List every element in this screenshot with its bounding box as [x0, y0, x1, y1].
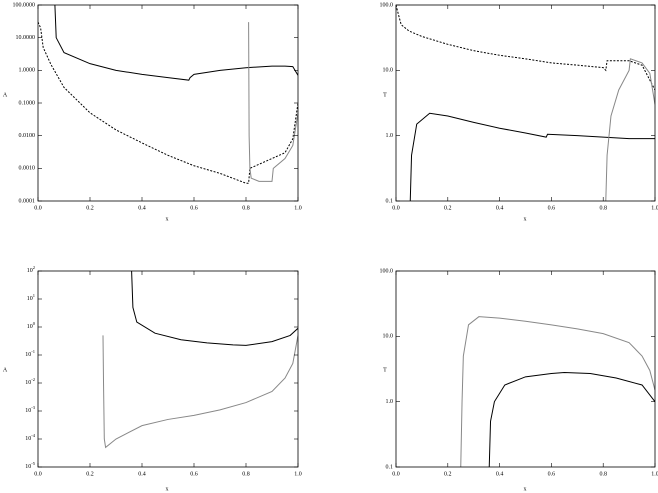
x-tick-label: 0.8: [599, 471, 607, 477]
line: [248, 22, 298, 182]
y-tick-label: 10-1: [25, 349, 35, 358]
x-tick-label: 0.4: [496, 471, 504, 477]
y-tick-base: 10: [27, 324, 33, 330]
x-tick-label: 0.8: [242, 471, 250, 477]
x-tick-label: 0.6: [190, 471, 198, 477]
y-tick-label: 10-4: [25, 433, 35, 442]
x-tick-label: 0.2: [444, 471, 452, 477]
y-tick-label: 0.0010: [19, 166, 36, 172]
x-tick-label: 0.6: [548, 205, 556, 211]
line: [131, 271, 298, 346]
x-tick-label: 0.2: [444, 205, 452, 211]
y-axis-label: T: [383, 92, 387, 98]
plot-frame: [37, 4, 299, 202]
panel: 0.0 0.2 0.4 0.6 0.8 1.0 0.1 1.0 10.0 100.0 Tx: [380, 2, 658, 222]
y-tick-label: 0.1: [386, 464, 394, 470]
y-tick-exponent: -1: [31, 349, 35, 354]
x-tick-label: 1.0: [294, 205, 302, 211]
x-tick-label: 1.0: [651, 471, 658, 477]
x-tick-label: 0.0: [392, 205, 400, 211]
y-tick-base: 10: [25, 352, 31, 358]
y-tick-label: 10-5: [25, 461, 35, 470]
x-tick-label: 0.2: [86, 205, 94, 211]
line: [102, 335, 298, 449]
x-tick-label: 0.2: [86, 471, 94, 477]
x-tick-label: 0.4: [138, 471, 146, 477]
y-tick-label: 10.0: [383, 68, 394, 74]
y-axis-label: A: [3, 367, 8, 373]
y-axis-label: T: [383, 367, 387, 373]
y-tick-label: 10-3: [25, 405, 35, 414]
y-axis-label: A: [3, 92, 8, 98]
y-tick-base: 10: [25, 464, 31, 470]
y-tick-label: 101: [27, 293, 35, 302]
y-tick-label: 10-2: [25, 377, 35, 386]
x-tick-label: 0.0: [34, 471, 42, 477]
line: [460, 316, 655, 467]
x-tick-label: 0.6: [548, 471, 556, 477]
y-tick-exponent: 0: [33, 321, 36, 326]
line: [605, 58, 655, 201]
y-tick-base: 10: [27, 296, 33, 302]
x-tick-label: 1.0: [294, 471, 302, 477]
x-axis-label: x: [524, 216, 527, 222]
y-tick-base: 10: [25, 436, 31, 442]
y-tick-exponent: 2: [33, 265, 35, 270]
plot-frame: [37, 270, 299, 468]
y-tick-exponent: 1: [33, 293, 35, 298]
y-tick-exponent: -3: [31, 405, 35, 410]
y-tick-exponent: -2: [31, 377, 35, 382]
x-axis-label: x: [166, 486, 169, 492]
y-tick-exponent: -5: [31, 461, 35, 466]
y-tick-label: 0.0100: [19, 133, 36, 139]
y-tick-label: 100.0000: [13, 2, 36, 8]
x-axis-label: x: [166, 216, 169, 222]
plot-frame: [395, 4, 656, 202]
y-tick-base: 10: [25, 408, 31, 414]
y-tick-label: 1.0: [386, 399, 394, 405]
y-tick-base: 10: [25, 380, 31, 386]
y-tick-label: 0.1000: [19, 100, 36, 106]
y-tick-label: 10.0000: [16, 35, 36, 41]
plot-frame: [395, 270, 656, 468]
panel: 0.0 0.2 0.4 0.6 0.8 1.010-510-410-310-210-110…: [3, 265, 302, 492]
line: [396, 5, 655, 91]
x-tick-label: 0.0: [34, 205, 42, 211]
x-tick-label: 0.0: [392, 471, 400, 477]
x-tick-label: 0.8: [599, 205, 607, 211]
y-tick-label: 102: [27, 265, 35, 274]
y-tick-label: 100: [27, 321, 36, 330]
line: [488, 371, 655, 467]
panel: 0.0 0.2 0.4 0.6 0.8 1.0 0.1 1.0 10.0 100.0 Tx: [380, 268, 658, 492]
x-axis-label: x: [524, 486, 527, 492]
y-tick-label: 100.0: [380, 268, 394, 274]
x-tick-label: 1.0: [651, 205, 658, 211]
line: [54, 5, 298, 81]
line: [409, 112, 655, 201]
y-tick-label: 0.0001: [19, 198, 36, 204]
panel: 0.0 0.2 0.4 0.6 0.8 1.0 0.0001 0.0010 0.0100 0.10…: [3, 2, 302, 222]
x-tick-label: 0.8: [242, 205, 250, 211]
line: [38, 21, 298, 184]
x-tick-label: 0.6: [190, 205, 198, 211]
y-tick-base: 10: [27, 268, 33, 274]
y-tick-label: 1.0: [386, 133, 394, 139]
y-tick-exponent: -4: [31, 433, 35, 438]
y-tick-label: 1.0000: [19, 68, 36, 74]
y-tick-label: 10.0: [383, 334, 394, 340]
x-tick-label: 0.4: [138, 205, 146, 211]
y-tick-label: 100.0: [380, 2, 394, 8]
x-tick-label: 0.4: [496, 205, 504, 211]
y-tick-label: 0.1: [386, 198, 394, 204]
